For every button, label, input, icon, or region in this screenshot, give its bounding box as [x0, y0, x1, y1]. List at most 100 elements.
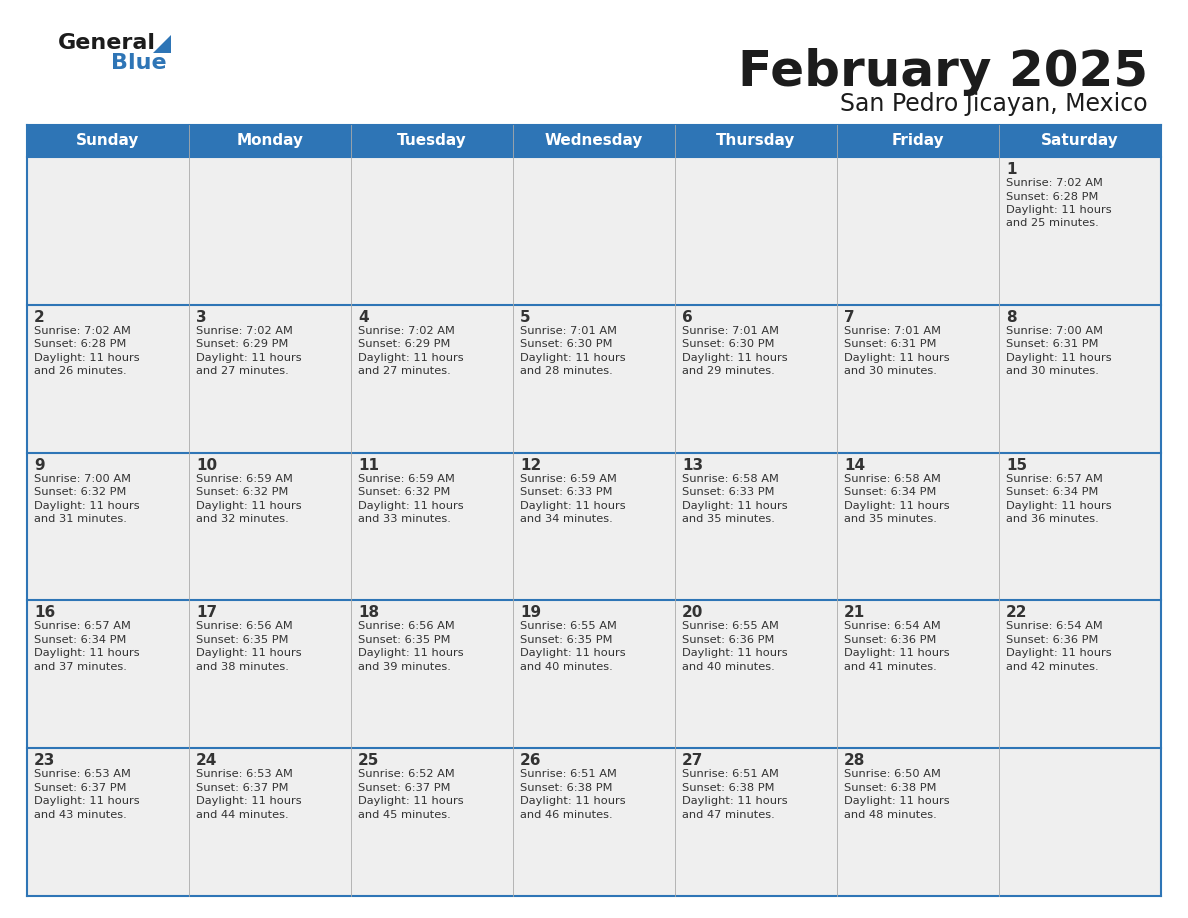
Text: and 27 minutes.: and 27 minutes.	[358, 366, 450, 376]
Text: 8: 8	[1006, 309, 1017, 325]
Text: General: General	[58, 33, 156, 53]
Text: Sunrise: 6:55 AM: Sunrise: 6:55 AM	[682, 621, 779, 632]
Text: Sunrise: 6:57 AM: Sunrise: 6:57 AM	[34, 621, 131, 632]
Text: Sunrise: 6:59 AM: Sunrise: 6:59 AM	[196, 474, 293, 484]
Text: 20: 20	[682, 605, 703, 621]
Bar	[838, 748, 999, 896]
Bar	[999, 453, 1161, 600]
Text: and 47 minutes.: and 47 minutes.	[682, 810, 775, 820]
Text: Blue: Blue	[110, 53, 166, 73]
Text: Daylight: 11 hours: Daylight: 11 hours	[520, 353, 626, 363]
Text: Sunset: 6:38 PM: Sunset: 6:38 PM	[520, 783, 613, 793]
Text: Sunset: 6:34 PM: Sunset: 6:34 PM	[1006, 487, 1099, 498]
Text: 17: 17	[196, 605, 217, 621]
Text: Daylight: 11 hours: Daylight: 11 hours	[34, 796, 140, 806]
Text: Sunrise: 6:55 AM: Sunrise: 6:55 AM	[520, 621, 617, 632]
Text: Sunrise: 6:57 AM: Sunrise: 6:57 AM	[1006, 474, 1102, 484]
Text: Sunset: 6:32 PM: Sunset: 6:32 PM	[358, 487, 450, 498]
Bar	[350, 748, 513, 896]
Bar	[513, 157, 675, 305]
Text: and 30 minutes.: and 30 minutes.	[843, 366, 937, 376]
Text: Daylight: 11 hours: Daylight: 11 hours	[682, 500, 788, 510]
Text: Sunrise: 7:00 AM: Sunrise: 7:00 AM	[1006, 326, 1102, 336]
Text: 22: 22	[1006, 605, 1028, 621]
Text: 23: 23	[34, 753, 56, 768]
Bar	[999, 600, 1161, 748]
Text: 6: 6	[682, 309, 693, 325]
Text: Daylight: 11 hours: Daylight: 11 hours	[682, 648, 788, 658]
Text: 5: 5	[520, 309, 531, 325]
Text: 9: 9	[34, 457, 45, 473]
Text: and 31 minutes.: and 31 minutes.	[34, 514, 127, 524]
Bar	[513, 453, 675, 600]
Text: Daylight: 11 hours: Daylight: 11 hours	[520, 796, 626, 806]
Polygon shape	[153, 35, 171, 53]
Text: and 32 minutes.: and 32 minutes.	[196, 514, 289, 524]
Text: Sunrise: 6:54 AM: Sunrise: 6:54 AM	[1006, 621, 1102, 632]
Text: Monday: Monday	[236, 133, 303, 149]
Text: Daylight: 11 hours: Daylight: 11 hours	[196, 648, 302, 658]
Text: and 34 minutes.: and 34 minutes.	[520, 514, 613, 524]
Text: and 48 minutes.: and 48 minutes.	[843, 810, 937, 820]
Text: 25: 25	[358, 753, 379, 768]
Text: Daylight: 11 hours: Daylight: 11 hours	[358, 500, 463, 510]
Bar	[27, 125, 1161, 157]
Text: and 35 minutes.: and 35 minutes.	[843, 514, 937, 524]
Text: Sunset: 6:37 PM: Sunset: 6:37 PM	[358, 783, 450, 793]
Bar	[513, 600, 675, 748]
Text: Sunset: 6:30 PM: Sunset: 6:30 PM	[682, 340, 775, 350]
Text: 28: 28	[843, 753, 865, 768]
Text: Sunset: 6:28 PM: Sunset: 6:28 PM	[34, 340, 126, 350]
Text: Daylight: 11 hours: Daylight: 11 hours	[196, 796, 302, 806]
Text: Sunset: 6:37 PM: Sunset: 6:37 PM	[196, 783, 289, 793]
Text: and 44 minutes.: and 44 minutes.	[196, 810, 289, 820]
Text: Sunset: 6:36 PM: Sunset: 6:36 PM	[1006, 635, 1099, 645]
Text: Sunset: 6:35 PM: Sunset: 6:35 PM	[520, 635, 613, 645]
Bar	[27, 157, 189, 305]
Text: 11: 11	[358, 457, 379, 473]
Text: Sunset: 6:36 PM: Sunset: 6:36 PM	[682, 635, 775, 645]
Text: 7: 7	[843, 309, 854, 325]
Text: Sunrise: 6:50 AM: Sunrise: 6:50 AM	[843, 769, 941, 779]
Text: 2: 2	[34, 309, 45, 325]
Text: Daylight: 11 hours: Daylight: 11 hours	[843, 796, 949, 806]
Text: and 35 minutes.: and 35 minutes.	[682, 514, 775, 524]
Text: Daylight: 11 hours: Daylight: 11 hours	[682, 796, 788, 806]
Text: 24: 24	[196, 753, 217, 768]
Text: Sunrise: 6:53 AM: Sunrise: 6:53 AM	[196, 769, 293, 779]
Text: Daylight: 11 hours: Daylight: 11 hours	[520, 648, 626, 658]
Bar	[513, 748, 675, 896]
Bar	[350, 600, 513, 748]
Text: February 2025: February 2025	[738, 48, 1148, 96]
Text: Sunset: 6:31 PM: Sunset: 6:31 PM	[1006, 340, 1099, 350]
Text: and 37 minutes.: and 37 minutes.	[34, 662, 127, 672]
Bar	[675, 305, 838, 453]
Text: Tuesday: Tuesday	[397, 133, 467, 149]
Text: Daylight: 11 hours: Daylight: 11 hours	[358, 796, 463, 806]
Text: Daylight: 11 hours: Daylight: 11 hours	[34, 353, 140, 363]
Text: Sunset: 6:29 PM: Sunset: 6:29 PM	[358, 340, 450, 350]
Bar	[27, 453, 189, 600]
Text: Sunrise: 6:52 AM: Sunrise: 6:52 AM	[358, 769, 455, 779]
Text: Sunday: Sunday	[76, 133, 140, 149]
Text: Daylight: 11 hours: Daylight: 11 hours	[196, 353, 302, 363]
Text: Daylight: 11 hours: Daylight: 11 hours	[1006, 205, 1112, 215]
Text: and 40 minutes.: and 40 minutes.	[682, 662, 775, 672]
Bar	[189, 305, 350, 453]
Bar	[675, 453, 838, 600]
Text: Daylight: 11 hours: Daylight: 11 hours	[358, 648, 463, 658]
Text: and 38 minutes.: and 38 minutes.	[196, 662, 289, 672]
Text: 12: 12	[520, 457, 542, 473]
Text: Friday: Friday	[892, 133, 944, 149]
Bar	[675, 748, 838, 896]
Text: Sunset: 6:38 PM: Sunset: 6:38 PM	[682, 783, 775, 793]
Bar	[999, 157, 1161, 305]
Text: Daylight: 11 hours: Daylight: 11 hours	[843, 500, 949, 510]
Text: 13: 13	[682, 457, 703, 473]
Bar	[999, 748, 1161, 896]
Text: Sunset: 6:30 PM: Sunset: 6:30 PM	[520, 340, 613, 350]
Text: Daylight: 11 hours: Daylight: 11 hours	[520, 500, 626, 510]
Bar	[350, 453, 513, 600]
Bar	[189, 600, 350, 748]
Bar	[27, 305, 189, 453]
